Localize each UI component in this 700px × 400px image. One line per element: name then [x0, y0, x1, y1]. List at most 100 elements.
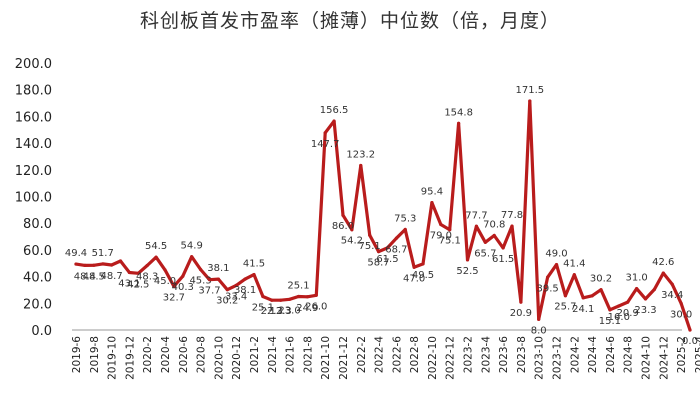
data-point [207, 278, 212, 282]
data-point [190, 255, 194, 259]
x-tick-label: 2024-6 [605, 336, 617, 374]
data-label: 38.1 [207, 263, 229, 274]
y-tick-label: 140.0 [15, 137, 52, 152]
data-label: 48.3 [136, 272, 158, 283]
data-label: 79.0 [430, 231, 452, 242]
data-label: 49.5 [412, 270, 434, 281]
x-tick-label: 2019-12 [124, 336, 136, 380]
data-label: 24.9 [296, 303, 318, 314]
data-point [127, 270, 131, 275]
data-point [109, 263, 114, 267]
data-point [163, 268, 167, 272]
x-tick-label: 2021-4 [267, 336, 279, 374]
data-point [154, 255, 158, 259]
data-point [670, 282, 674, 286]
data-label: 20.9 [617, 308, 639, 319]
data-label: 23.0 [278, 305, 300, 316]
x-tick-label: 2021-8 [302, 336, 314, 373]
x-tick-label: 2023-8 [516, 336, 528, 373]
data-label: 70.8 [483, 219, 505, 230]
y-tick-label: 120.0 [15, 164, 52, 179]
data-point [457, 121, 461, 125]
data-label: 47.0 [403, 273, 425, 284]
data-label: 54.2 [341, 236, 363, 247]
data-label: 52.5 [456, 266, 478, 277]
data-label: 25.1 [287, 280, 309, 291]
series-line [74, 99, 692, 332]
data-label: 45.0 [154, 276, 176, 287]
data-label: 26.0 [305, 301, 327, 312]
x-tick-label: 2022-12 [445, 336, 457, 380]
data-point [287, 297, 292, 301]
data-label: 54.9 [181, 241, 203, 252]
x-tick-label: 2019-8 [89, 336, 101, 373]
data-label: 41.4 [563, 259, 585, 270]
data-point [546, 275, 550, 279]
data-label: 41.5 [243, 259, 265, 270]
data-point [261, 294, 265, 299]
data-point [554, 262, 559, 267]
data-point [421, 262, 425, 266]
data-label: 40.3 [172, 282, 194, 293]
data-label: 51.7 [92, 248, 114, 259]
data-label: 48.4 [74, 271, 96, 282]
data-label: 24.1 [572, 304, 594, 315]
x-tick-label: 2023-12 [552, 336, 564, 380]
data-point [279, 298, 283, 302]
data-point [118, 259, 123, 263]
data-point [501, 246, 505, 250]
data-point [270, 298, 274, 302]
y-tick-label: 180.0 [15, 84, 52, 99]
x-tick-label: 2020-8 [196, 336, 208, 373]
data-point [599, 288, 603, 292]
x-tick-label: 2022-10 [427, 336, 439, 380]
x-tick-label: 2019-10 [107, 336, 119, 380]
data-label: 30.2 [216, 296, 238, 307]
x-tick-label: 2024-2 [569, 336, 581, 373]
x-tick-label: 2020-6 [178, 336, 190, 374]
data-point [83, 263, 87, 267]
data-label: 171.5 [516, 85, 545, 96]
x-tick-label: 2021-6 [285, 336, 297, 374]
x-tick-label: 2024-10 [641, 336, 653, 380]
data-label: 34.4 [661, 290, 683, 301]
data-point [225, 288, 229, 292]
x-tick-label: 2024-4 [587, 336, 599, 374]
data-point [296, 294, 301, 299]
data-point [430, 201, 434, 205]
data-point [492, 233, 496, 238]
data-point [563, 294, 568, 298]
x-tick-label: 2024-12 [658, 336, 670, 380]
data-label: 15.1 [599, 316, 621, 327]
data-point [145, 263, 149, 268]
y-tick-label: 80.0 [23, 217, 52, 232]
x-tick-label: 2024-8 [623, 336, 635, 373]
data-label: 0.0 [682, 336, 698, 347]
data-point [572, 273, 576, 277]
data-point [359, 163, 363, 168]
data-point [216, 277, 220, 281]
data-label: 75.3 [394, 213, 416, 224]
x-tick-label: 2021-12 [338, 336, 350, 380]
data-label: 31.0 [625, 273, 647, 284]
data-point [519, 300, 523, 304]
data-label: 58.7 [367, 258, 389, 269]
data-label: 42.5 [127, 279, 149, 290]
y-tick-label: 160.0 [15, 110, 52, 125]
data-point [243, 277, 247, 281]
y-tick-label: 200.0 [15, 57, 52, 72]
data-point [635, 287, 639, 291]
data-label: 42.6 [652, 257, 674, 268]
x-tick-label: 2020-12 [231, 336, 243, 380]
data-point [385, 246, 390, 250]
data-point [252, 272, 256, 277]
x-tick-label: 2021-10 [320, 336, 332, 380]
data-label: 32.7 [163, 292, 185, 303]
x-tick-label: 2022-4 [374, 336, 386, 374]
data-point [350, 228, 354, 232]
data-label: 22.3 [261, 306, 283, 317]
x-tick-label: 2022-2 [356, 336, 368, 373]
x-tick-label: 2021-2 [249, 336, 261, 373]
data-label: 154.8 [444, 107, 473, 118]
